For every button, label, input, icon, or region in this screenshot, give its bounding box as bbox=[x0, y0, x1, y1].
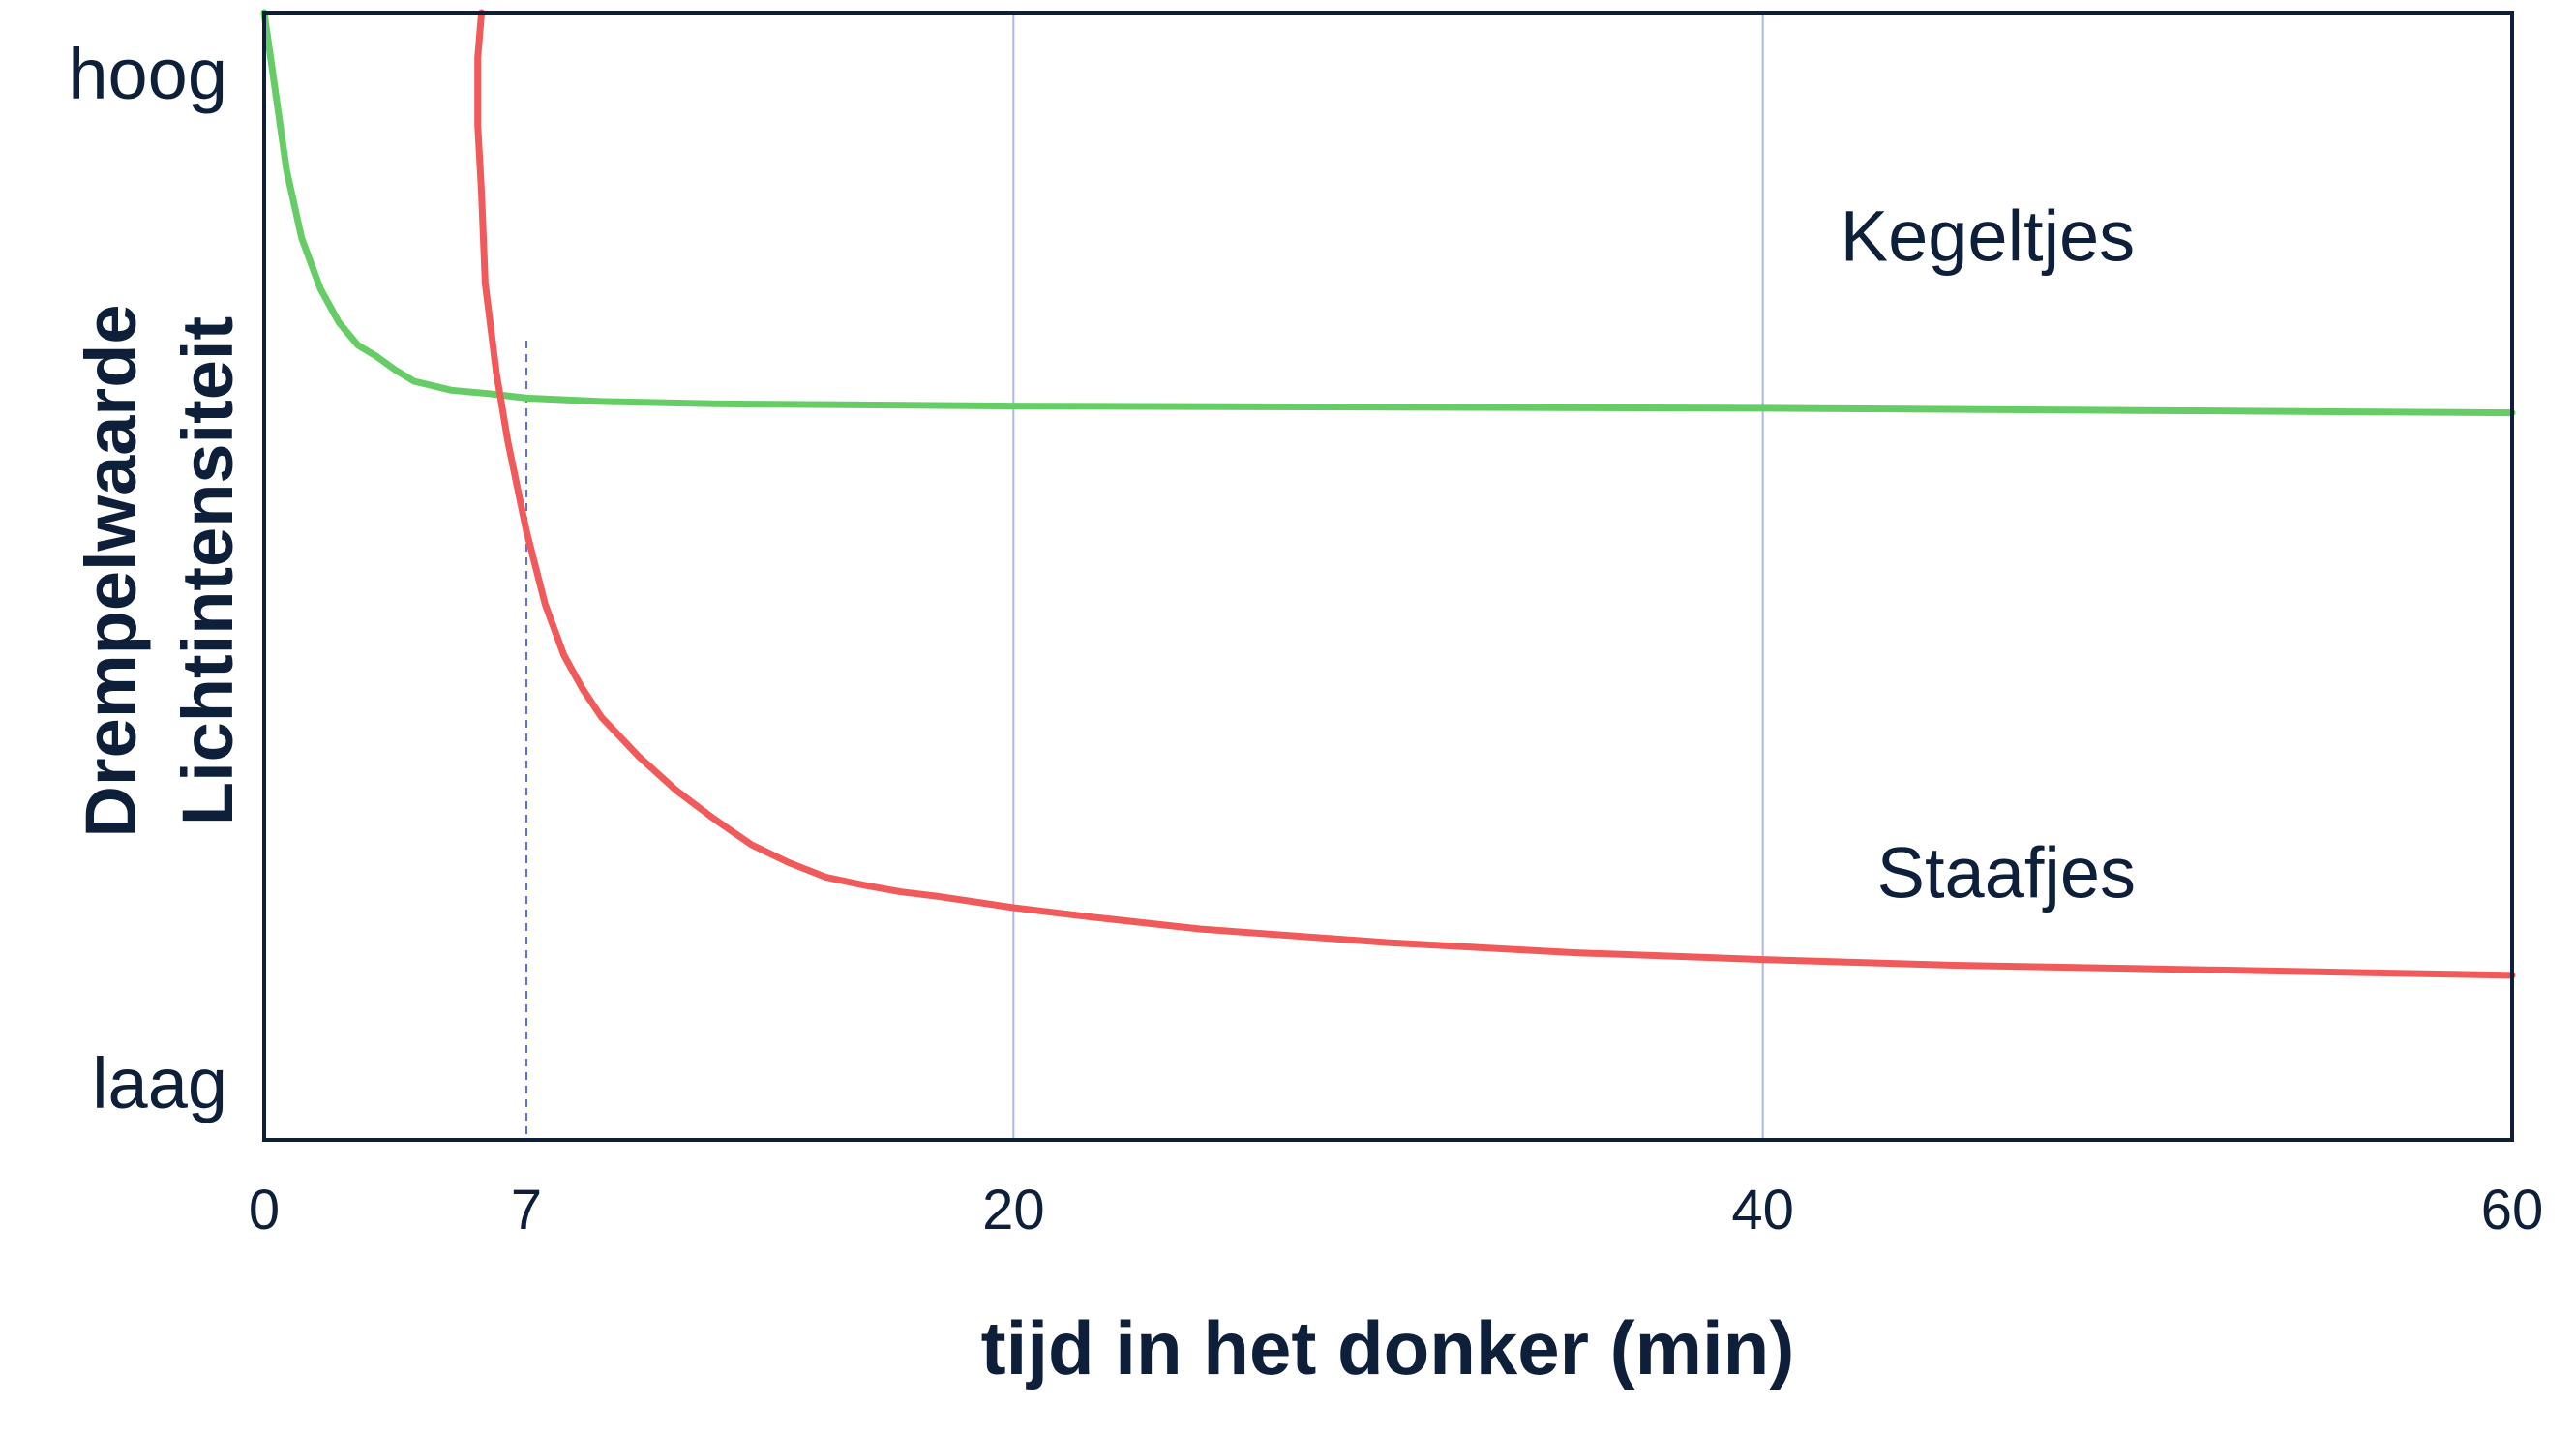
x-tick-label-60: 60 bbox=[2481, 1179, 2544, 1242]
y-tick-label-high: hoog bbox=[68, 34, 227, 114]
series-line-staafjes bbox=[474, 9, 2516, 979]
x-tick-label-0: 0 bbox=[249, 1179, 280, 1242]
series-annotation-staafjes: Staafjes bbox=[1877, 833, 2136, 913]
x-axis-title: tijd in het donker (min) bbox=[981, 1305, 1795, 1391]
series-line-kegeltjes bbox=[260, 9, 2516, 417]
label-layer: 0 7 20 40 60 hoog laag tijd in het donker (min)… bbox=[68, 34, 2543, 1391]
x-tick-label-7: 7 bbox=[511, 1179, 542, 1242]
grid-layer bbox=[525, 13, 1764, 1140]
x-tick-label-40: 40 bbox=[1731, 1179, 1794, 1242]
y-axis-title-line-1: Drempelwaarde bbox=[71, 304, 151, 837]
y-tick-label-low: laag bbox=[92, 1043, 227, 1123]
curve-layer bbox=[260, 9, 2516, 979]
x-tick-label-20: 20 bbox=[982, 1179, 1045, 1242]
y-axis-title-line-2: Lichtintensiteit bbox=[167, 316, 248, 825]
plot-frame bbox=[262, 11, 2514, 1142]
series-annotation-kegeltjes: Kegeltjes bbox=[1841, 195, 2135, 276]
